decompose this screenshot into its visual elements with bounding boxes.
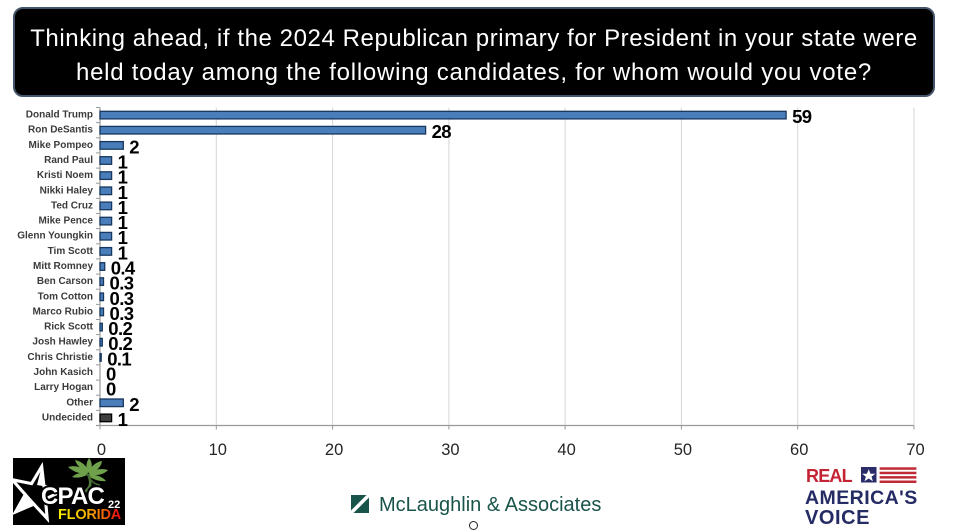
svg-text:28: 28 (432, 121, 452, 142)
svg-text:2: 2 (129, 136, 139, 157)
svg-text:0: 0 (97, 441, 106, 459)
svg-text:0.1: 0.1 (107, 348, 131, 369)
svg-text:Mike Pence: Mike Pence (39, 216, 94, 227)
svg-text:2: 2 (129, 394, 139, 415)
svg-text:50: 50 (674, 441, 692, 459)
svg-text:1: 1 (118, 227, 128, 248)
svg-text:30: 30 (441, 441, 459, 459)
svg-text:Rand Paul: Rand Paul (44, 155, 93, 166)
svg-text:Josh Hawley: Josh Hawley (32, 337, 93, 348)
svg-text:10: 10 (209, 441, 227, 459)
svg-text:1: 1 (118, 212, 128, 233)
svg-text:Glenn Youngkin: Glenn Youngkin (17, 231, 93, 242)
svg-text:Mike Pompeo: Mike Pompeo (29, 140, 93, 151)
svg-text:1: 1 (118, 409, 128, 430)
svg-text:0: 0 (106, 364, 116, 385)
svg-text:Rick Scott: Rick Scott (44, 322, 94, 333)
svg-text:40: 40 (557, 441, 575, 459)
svg-text:Mitt Romney: Mitt Romney (33, 261, 93, 272)
svg-text:0: 0 (106, 379, 116, 400)
svg-text:0.2: 0.2 (108, 333, 132, 354)
svg-text:Kristi Noem: Kristi Noem (37, 170, 93, 181)
svg-text:Marco Rubio: Marco Rubio (32, 306, 93, 317)
svg-text:59: 59 (792, 106, 812, 127)
svg-text:Nikki Haley: Nikki Haley (40, 185, 94, 196)
svg-text:Ron DeSantis: Ron DeSantis (28, 125, 93, 136)
svg-text:Chris Christie: Chris Christie (27, 352, 93, 363)
svg-text:Larry Hogan: Larry Hogan (34, 382, 93, 393)
svg-text:1: 1 (118, 197, 128, 218)
svg-text:0.3: 0.3 (110, 303, 134, 324)
svg-text:1: 1 (118, 182, 128, 203)
svg-text:70: 70 (906, 441, 924, 459)
svg-text:Tim Scott: Tim Scott (48, 246, 94, 257)
svg-text:Other: Other (66, 397, 93, 408)
svg-text:Undecided: Undecided (42, 412, 93, 423)
svg-text:1: 1 (118, 167, 128, 188)
svg-text:Ben Carson: Ben Carson (37, 276, 93, 287)
svg-text:20: 20 (325, 441, 343, 459)
svg-text:John Kasich: John Kasich (34, 367, 93, 378)
svg-text:Tom Cotton: Tom Cotton (38, 291, 93, 302)
svg-text:60: 60 (790, 441, 808, 459)
svg-text:0.2: 0.2 (108, 318, 132, 339)
svg-text:Ted Cruz: Ted Cruz (51, 200, 93, 211)
svg-text:1: 1 (118, 152, 128, 173)
svg-text:0.4: 0.4 (111, 258, 136, 279)
svg-text:0.3: 0.3 (110, 273, 134, 294)
svg-text:0.3: 0.3 (110, 288, 134, 309)
svg-text:Donald Trump: Donald Trump (26, 110, 93, 121)
svg-text:1: 1 (118, 242, 128, 263)
